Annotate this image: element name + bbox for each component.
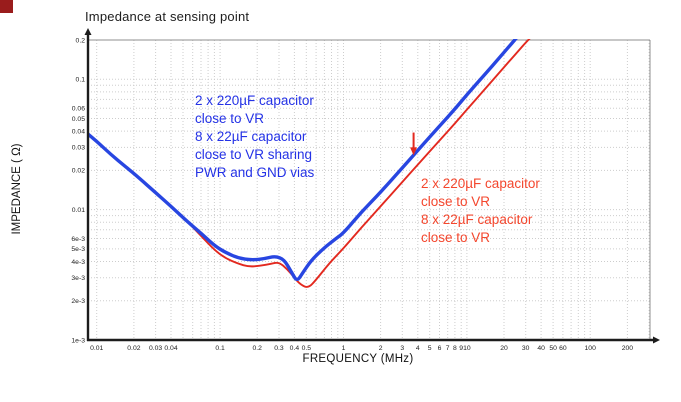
x-tick-label: 4 [416, 345, 420, 352]
x-tick-label: 60 [559, 345, 567, 352]
x-tick-label: 50 [549, 345, 557, 352]
x-tick-label: 10 [463, 345, 471, 352]
annotation-line: PWR and GND vias [195, 165, 315, 180]
y-axis-arrow [84, 28, 92, 35]
x-tick-label: 1 [342, 345, 346, 352]
series-curve-blue [88, 39, 518, 282]
y-tick-label: 4e-3 [71, 259, 85, 266]
x-tick-label: 20 [500, 345, 508, 352]
x-tick-label: 0.5 [302, 345, 312, 352]
y-tick-label: 0.06 [72, 106, 85, 113]
x-tick-label: 2 [379, 345, 383, 352]
x-tick-label: 8 [453, 345, 457, 352]
y-tick-label: 5e-3 [71, 246, 85, 253]
y-tick-label: 0.04 [72, 128, 85, 135]
annotation-line: close to VR [421, 230, 491, 245]
x-tick-label: 200 [622, 345, 634, 352]
y-tick-label: 1e-3 [71, 337, 85, 344]
annotation-line: 2 x 220µF capacitor [195, 93, 314, 108]
annotation-line: 8 x 22µF capacitor [195, 129, 307, 144]
x-tick-label: 0.3 [274, 345, 284, 352]
y-tick-label: 0.1 [76, 77, 86, 84]
y-tick-label: 0.05 [72, 116, 85, 123]
x-tick-label: 30 [522, 345, 530, 352]
x-tick-label: 0.04 [164, 345, 177, 352]
y-tick-label: 0.02 [72, 168, 85, 175]
chart-title: Impedance at sensing point [85, 9, 250, 24]
annotation-red-config: 2 x 220µF capacitor close to VR 8 x 22µF c… [421, 175, 540, 247]
x-axis-title: FREQUENCY (MHz) [302, 353, 414, 365]
x-tick-label: 7 [446, 345, 450, 352]
pointer-arrow-head [410, 147, 418, 156]
x-tick-label: 9 [459, 345, 463, 352]
x-tick-label: 0.4 [290, 345, 300, 352]
corner-marker [0, 0, 13, 13]
annotation-line: 8 x 22µF capacitor [421, 212, 533, 227]
x-tick-label: 5 [428, 345, 432, 352]
y-tick-label: 6e-3 [71, 236, 85, 243]
x-tick-label: 6 [438, 345, 442, 352]
annotation-line: close to VR [421, 194, 491, 209]
x-tick-label: 0.1 [215, 345, 225, 352]
x-tick-label: 0.2 [252, 345, 262, 352]
x-tick-label: 0.01 [90, 345, 103, 352]
y-tick-label: 0.01 [72, 207, 85, 214]
y-tick-label: 0.03 [72, 145, 85, 152]
x-tick-label: 40 [537, 345, 545, 352]
x-tick-label: 0.02 [127, 345, 140, 352]
annotation-blue-config: 2 x 220µF capacitor close to VR 8 x 22µF c… [195, 92, 314, 182]
annotation-line: close to VR sharing [195, 147, 313, 162]
annotation-line: 2 x 220µF capacitor [421, 176, 540, 191]
x-axis-arrow [653, 336, 660, 344]
x-tick-label: 3 [400, 345, 404, 352]
y-tick-label: 0.2 [76, 37, 86, 44]
x-tick-label: 100 [585, 345, 597, 352]
y-tick-label: 2e-3 [71, 298, 85, 305]
y-tick-label: 3e-3 [71, 275, 85, 282]
x-tick-label: 0.03 [149, 345, 162, 352]
annotation-line: close to VR [195, 111, 265, 126]
